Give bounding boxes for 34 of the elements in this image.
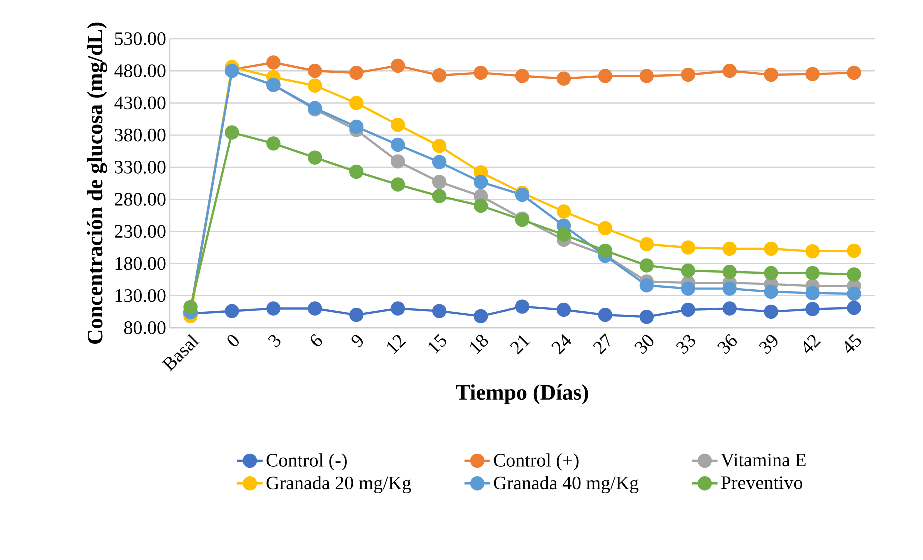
x-tick-label: 3 (268, 335, 281, 348)
x-tick-label: 24 (552, 334, 572, 355)
x-axis-title: Tiempo (Días) (456, 384, 588, 405)
x-tick-label: 0 (228, 335, 239, 347)
legend-label: Control (-) (266, 454, 347, 471)
x-tick-label: 27 (593, 333, 610, 355)
legend-label: Granada 20 mg/Kg (266, 476, 412, 494)
y-tick-label: 280.00 (115, 193, 166, 206)
x-tick-label: 9 (352, 335, 364, 348)
y-tick-label: 330.00 (115, 161, 166, 174)
y-tick-label: 530.00 (115, 32, 166, 46)
x-tick-label: 39 (759, 335, 778, 354)
x-tick-label: 15 (428, 334, 447, 354)
legend-label: Granada 40 mg/Kg (494, 476, 639, 494)
x-tick-label: 45 (845, 334, 862, 354)
x-tick-label: 12 (387, 335, 406, 354)
y-tick-label: 180.00 (116, 257, 166, 270)
y-tick-label: 130.00 (116, 289, 166, 302)
x-tick-label: 30 (634, 335, 654, 355)
y-tick-label: 230.00 (115, 225, 166, 238)
y-tick-label: 80.00 (124, 322, 166, 334)
x-tick-label: 18 (470, 335, 488, 354)
y-tick-label: 480.00 (114, 64, 166, 78)
y-tick-label: 430.00 (114, 96, 166, 110)
legend-label: Preventivo (721, 476, 802, 490)
x-tick-label: 21 (510, 336, 531, 355)
y-axis-title: Concentración de glucosa (mg/dL) (87, 22, 108, 344)
x-tick-label: 36 (718, 334, 738, 354)
x-tick-label: 42 (804, 335, 821, 354)
legend-label: Control (+) (494, 454, 579, 471)
x-tick-label: 6 (311, 334, 322, 346)
legend-label: Vitamina E (721, 454, 806, 467)
y-tick-label: 380.00 (115, 128, 166, 142)
x-tick-label: 33 (676, 335, 696, 354)
